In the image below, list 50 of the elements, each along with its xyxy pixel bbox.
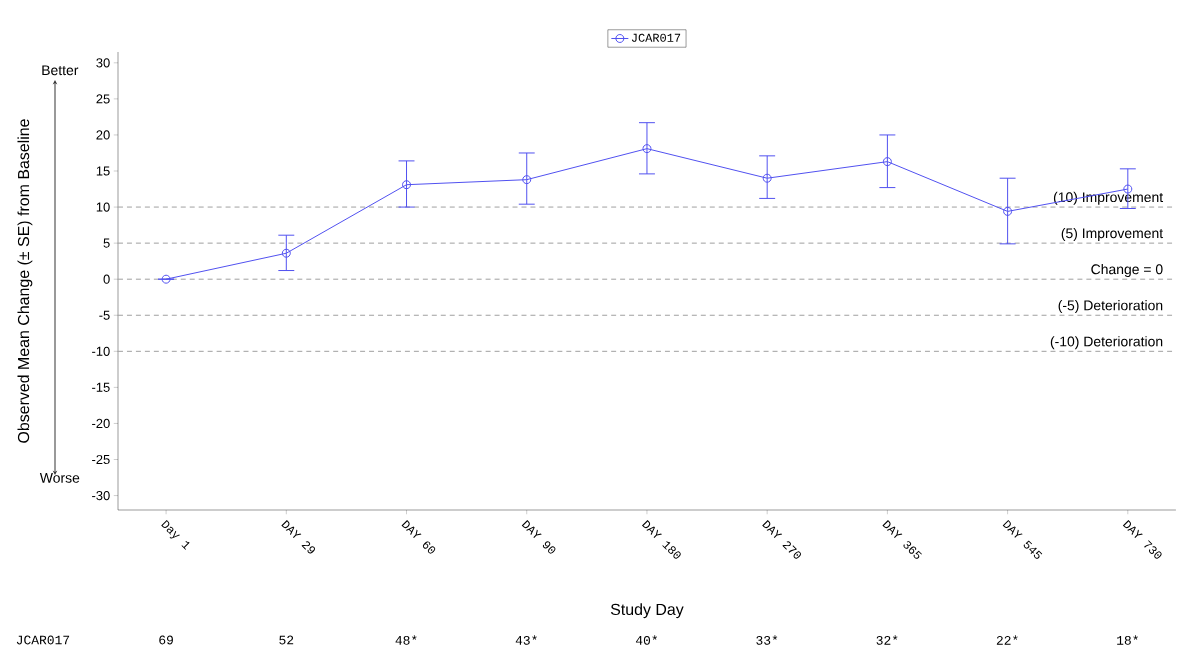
ref-line-label: Change = 0 (1091, 264, 1163, 277)
ref-line-label: (5) Improvement (1061, 227, 1164, 241)
text: JCAR017 (16, 635, 70, 645)
x-tick-label: DAY 365 (882, 519, 922, 559)
text: 52 (279, 635, 294, 645)
y-tick-label: -20 (92, 418, 110, 429)
point (882, 157, 892, 167)
point (281, 248, 291, 258)
x-tick-label: DAY 545 (1002, 519, 1043, 559)
ref-line-label: (-5) Deterioration (1058, 300, 1163, 314)
y-tick-label: -25 (92, 454, 110, 465)
text: Better (42, 65, 79, 76)
y-tick-label: -5 (99, 310, 110, 320)
y-tick-label: 30 (96, 58, 110, 68)
text: 32* (876, 635, 898, 645)
text: Worse (39, 473, 80, 483)
y-tick-label: -30 (92, 490, 110, 501)
x-tick-label: Day 1 (161, 519, 190, 550)
point (522, 175, 532, 185)
point (642, 144, 652, 154)
text: 33* (756, 635, 778, 645)
y-tick-label: 20 (96, 130, 110, 140)
x-tick-label: DAY 730 (1122, 519, 1162, 559)
y-tick-label: -15 (92, 382, 110, 392)
x-tick-label: DAY 29 (281, 519, 315, 554)
y-tick-label: 15 (96, 166, 110, 176)
point (1003, 206, 1013, 216)
text: 22* (996, 635, 1018, 645)
ref-line-label: (10) Improvement (1053, 191, 1164, 205)
ref-line-label: (-10) Deterioration (1050, 336, 1163, 350)
text: 40* (635, 635, 658, 645)
y-tick-label: 5 (103, 238, 110, 248)
point (762, 173, 772, 183)
text: 48* (395, 635, 417, 645)
y-tick-label: 10 (96, 202, 110, 212)
y-tick-label: 25 (96, 94, 110, 104)
x-tick-label: DAY 90 (521, 519, 556, 554)
x-tick-label: DAY 270 (762, 519, 801, 559)
y-tick-label: -10 (92, 346, 110, 356)
legend-label: JCAR017 (631, 33, 681, 42)
text: 18* (1117, 635, 1138, 645)
y-axis-title: Observed Mean Change (± SE) from Baseline (17, 119, 33, 443)
text: 43* (515, 635, 537, 645)
point (161, 274, 171, 284)
x-tick-label: DAY 180 (641, 519, 681, 559)
y-tick-label: 0 (103, 274, 110, 284)
x-tick-label: DAY 60 (401, 519, 436, 554)
x-axis-title: Study Day (610, 603, 684, 619)
text: 69 (159, 635, 173, 645)
point (402, 180, 412, 190)
